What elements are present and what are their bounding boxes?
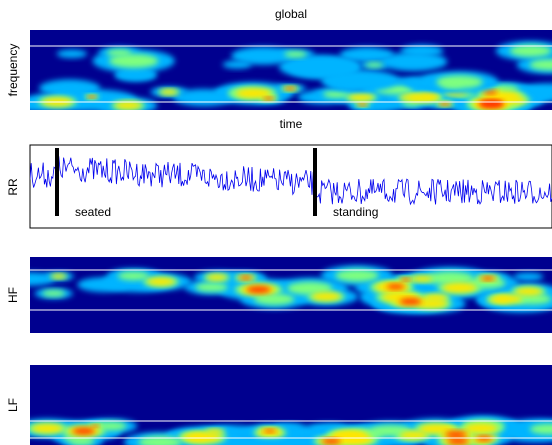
- blob: [31, 424, 63, 433]
- blob: [348, 93, 374, 101]
- panel-title: global: [275, 7, 307, 21]
- blob: [441, 81, 462, 88]
- y-axis-label: frequency: [6, 44, 20, 97]
- blob: [254, 293, 295, 305]
- blob: [311, 292, 341, 301]
- blob: [117, 271, 150, 281]
- blob: [286, 281, 333, 295]
- blob: [246, 286, 271, 294]
- blob: [401, 101, 420, 107]
- blob: [239, 276, 252, 280]
- marker: [313, 148, 317, 216]
- blob: [108, 53, 159, 68]
- spectrogram: [30, 365, 552, 445]
- blob: [419, 424, 452, 434]
- blob: [509, 45, 552, 57]
- blob: [379, 52, 448, 72]
- blob: [417, 299, 448, 309]
- blob: [338, 434, 374, 445]
- blob: [335, 269, 379, 282]
- blob: [115, 68, 156, 80]
- blob: [476, 436, 493, 441]
- blob: [42, 290, 66, 297]
- blob: [91, 424, 100, 428]
- rr-signal: [30, 156, 552, 206]
- blob: [478, 100, 504, 107]
- blob: [442, 282, 477, 293]
- spectrogram: [30, 30, 552, 110]
- blob: [263, 429, 276, 433]
- blob: [69, 438, 95, 445]
- blob: [529, 423, 552, 435]
- blob: [399, 298, 422, 305]
- blob: [206, 429, 224, 435]
- blob: [339, 47, 394, 63]
- marker: [55, 148, 59, 216]
- blob: [365, 62, 384, 68]
- blob: [483, 90, 498, 95]
- blob: [436, 75, 483, 89]
- blob: [322, 90, 350, 99]
- blob: [358, 103, 367, 106]
- blob: [464, 423, 498, 433]
- blob: [440, 102, 450, 106]
- blob: [263, 97, 274, 101]
- blob: [394, 77, 422, 86]
- blob: [87, 95, 96, 98]
- blob: [77, 277, 131, 293]
- blob: [222, 60, 252, 69]
- blob: [56, 49, 88, 59]
- blob: [278, 55, 362, 79]
- blob: [160, 89, 178, 95]
- blob: [72, 427, 96, 435]
- annotation: seated: [75, 205, 111, 219]
- y-axis-label: LF: [6, 398, 20, 412]
- blob: [322, 438, 341, 444]
- blob: [51, 274, 66, 279]
- blob: [489, 296, 510, 303]
- blob: [447, 438, 469, 445]
- spectrogram: [30, 257, 552, 333]
- blob: [529, 59, 552, 71]
- blob: [515, 287, 542, 296]
- signal-panel: [29, 144, 552, 229]
- blob: [231, 46, 296, 65]
- blob: [482, 95, 504, 101]
- blob: [412, 276, 433, 282]
- blob: [399, 431, 428, 440]
- y-axis-label: HF: [6, 287, 20, 303]
- blob: [400, 44, 444, 57]
- blob: [424, 294, 448, 302]
- blob: [147, 277, 175, 286]
- guide-lines: [30, 45, 552, 439]
- blob: [519, 83, 552, 101]
- blob: [445, 431, 467, 438]
- blob: [115, 101, 142, 110]
- blob: [106, 49, 132, 57]
- blob: [195, 282, 228, 292]
- blob: [513, 272, 544, 281]
- annotation: standing: [333, 205, 378, 219]
- blob: [400, 278, 411, 282]
- blob: [481, 276, 495, 281]
- blob: [235, 88, 272, 99]
- blob: [257, 429, 283, 437]
- blob: [386, 284, 405, 290]
- y-axis-label: RR: [6, 178, 20, 196]
- blob: [285, 87, 295, 90]
- blob: [420, 93, 439, 99]
- blob: [327, 77, 365, 89]
- blob: [206, 274, 227, 281]
- blob: [284, 51, 307, 58]
- x-axis-label: time: [280, 117, 303, 131]
